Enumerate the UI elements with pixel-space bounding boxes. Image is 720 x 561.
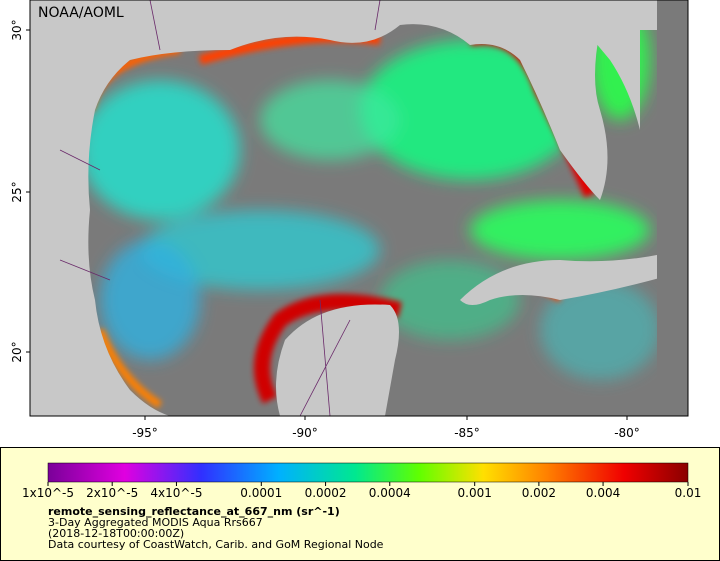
colorbar-labels: 1x10^-5 2x10^-5 4x10^-5 0.0001 0.0002 0.0004 0… <box>22 482 701 500</box>
colorbar-label: 0.01 <box>675 486 702 500</box>
colorbar-label: 4x10^-5 <box>150 486 202 500</box>
lon-tick-label: -85° <box>454 426 480 440</box>
colorbar-label: 0.004 <box>586 486 620 500</box>
colorbar <box>47 462 689 483</box>
colorbar-label: 0.002 <box>522 486 556 500</box>
map-title: NOAA/AOML <box>38 5 124 21</box>
lat-tick-label: 20° <box>10 341 24 362</box>
lat-tick-label: 25° <box>10 181 24 202</box>
north-and-west-land <box>30 0 688 416</box>
colorbar-label: 1x10^-5 <box>22 486 74 500</box>
colorbar-label: 2x10^-5 <box>86 486 138 500</box>
title-bg <box>33 2 133 22</box>
cuba <box>460 250 688 305</box>
lon-tick-label: -80° <box>614 426 640 440</box>
map <box>30 0 688 416</box>
variable-name: remote_sensing_reflectance_at_667_nm (sr… <box>48 505 340 518</box>
colorbar-label: 0.0001 <box>240 486 282 500</box>
colorbar-label: 0.0004 <box>369 486 411 500</box>
no-data-strip <box>657 0 688 416</box>
map-frame <box>29 0 689 417</box>
caption-line: (2018-12-18T00:00:00Z) <box>48 527 184 540</box>
caption-line: Data courtesy of CoastWatch, Carib. and … <box>48 538 384 551</box>
lon-tick-label: -90° <box>292 426 318 440</box>
colorbar-label: 0.0002 <box>305 486 347 500</box>
caption-line: 3-Day Aggregated MODIS Aqua Rrs667 <box>48 516 263 529</box>
axis-ticks: 30° 25° 20° -95° -90° -85° -80° <box>10 19 640 440</box>
reflectance-field <box>80 0 660 380</box>
florida-east-coast <box>585 15 640 130</box>
borders <box>59 0 381 416</box>
lon-tick-label: -95° <box>132 426 158 440</box>
colorbar-label: 0.001 <box>458 486 492 500</box>
yucatan <box>276 304 399 416</box>
lat-tick-label: 30° <box>10 19 24 40</box>
